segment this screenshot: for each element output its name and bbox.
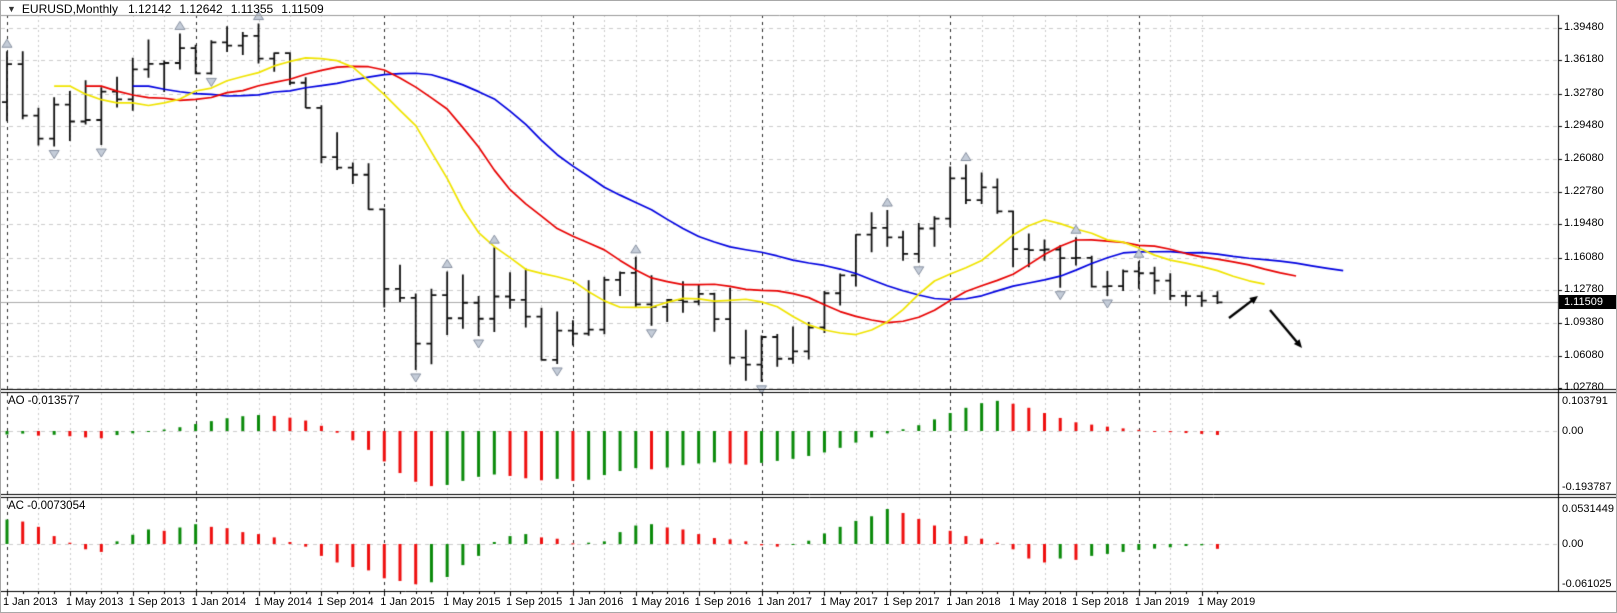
- price-axis-label: 1.36180: [1564, 53, 1604, 65]
- ohlc-high-value: 1.12642: [179, 2, 223, 16]
- time-axis-label: 1 May 2013: [65, 596, 124, 608]
- time-axis-label: 1 Jan 2015: [380, 596, 435, 608]
- time-axis-label: 1 May 2015: [443, 596, 501, 608]
- price-axis-label: 1.06080: [1564, 349, 1604, 361]
- time-axis-label: 1 Sep 2016: [694, 596, 751, 608]
- ao-axis-label: 0.00: [1562, 425, 1584, 437]
- ao-axis-label: -0.193787: [1562, 481, 1612, 493]
- symbol-period-label: EURUSD,Monthly: [21, 2, 118, 16]
- ohlc-low-value: 1.11355: [230, 2, 274, 16]
- price-axis-label: 1.09380: [1564, 316, 1604, 328]
- main-price-pane[interactable]: [1, 1, 1558, 389]
- time-axis-label: 1 Jan 2016: [568, 596, 624, 608]
- time-axis-label: 1 Sep 2014: [317, 596, 374, 608]
- ao-panel-label: AO -0.013577: [8, 395, 80, 407]
- time-axis-label: 1 May 2018: [1009, 596, 1067, 608]
- ac-axis-label: -0.061025: [1562, 578, 1612, 590]
- price-axis-label: 1.32780: [1564, 87, 1604, 99]
- ac-axis-label: 0.0531449: [1562, 502, 1614, 515]
- time-axis-label: 1 Jan 2017: [757, 596, 812, 608]
- time-axis-label: 1 May 2014: [254, 596, 312, 608]
- time-axis-label: 1 Jan 2014: [191, 596, 247, 608]
- time-axis-label: 1 Sep 2018: [1071, 596, 1129, 608]
- ohlc-close-value: 1.11509: [281, 2, 324, 16]
- price-axis-label: 1.22780: [1564, 185, 1604, 197]
- ao-axis-label: 0.103791: [1562, 394, 1608, 407]
- price-axis-label: 1.02780: [1564, 381, 1604, 393]
- time-axis-label: 1 May 2017: [820, 596, 878, 608]
- ao-indicator-pane[interactable]: [1, 393, 1558, 494]
- price-axis-label: 1.16080: [1564, 251, 1604, 263]
- time-axis-label: 1 Jan 2018: [946, 596, 1001, 608]
- price-axis-label: 1.29480: [1564, 119, 1604, 131]
- chart-header: ▼ EURUSD,Monthly 1.12142 1.12642 1.11355…: [7, 2, 332, 16]
- ac-indicator-pane[interactable]: [1, 498, 1558, 591]
- price-axis-label: 1.19480: [1564, 217, 1604, 229]
- current-price-tag: 1.11509: [1559, 295, 1616, 309]
- time-axis-label: 1 Sep 2013: [128, 596, 186, 608]
- time-axis-label: 1 Sep 2017: [883, 596, 940, 608]
- ohlc-open-value: 1.12142: [127, 2, 172, 16]
- price-axis-label: 1.26080: [1564, 152, 1604, 164]
- time-axis-label: 1 Jan 2019: [1134, 596, 1190, 608]
- time-axis-label: 1 Sep 2015: [506, 596, 563, 608]
- time-axis-label: 1 Jan 2013: [3, 596, 58, 608]
- ac-panel-label: AC -0.0073054: [8, 500, 86, 512]
- time-axis-label: 1 May 2016: [631, 596, 690, 608]
- time-axis-label: 1 May 2019: [1197, 596, 1256, 608]
- price-axis-label: 1.39480: [1564, 21, 1604, 33]
- chart-dropdown-icon[interactable]: ▼: [7, 4, 16, 14]
- price-axis-label: 1.12780: [1564, 283, 1604, 295]
- ac-axis-label: 0.00: [1562, 538, 1584, 550]
